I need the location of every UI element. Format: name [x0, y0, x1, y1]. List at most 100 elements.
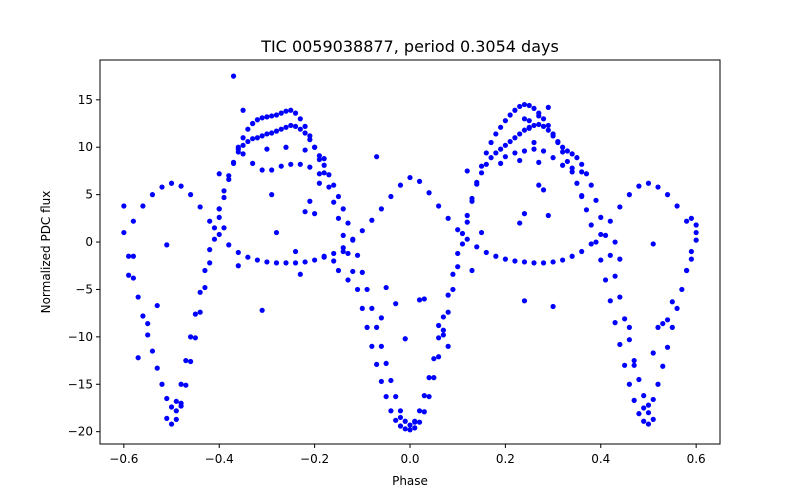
data-point	[650, 396, 656, 403]
data-point	[617, 256, 623, 262]
data-point	[359, 305, 365, 312]
data-point	[531, 122, 537, 129]
data-point	[364, 324, 370, 330]
data-point	[221, 225, 227, 231]
data-point	[269, 167, 275, 173]
data-point	[197, 204, 203, 210]
data-point	[526, 125, 532, 131]
data-point	[626, 337, 632, 343]
data-point	[641, 418, 647, 424]
data-point	[579, 169, 585, 175]
data-point	[560, 144, 566, 150]
data-point	[483, 161, 489, 167]
data-point	[331, 182, 337, 188]
data-point	[526, 118, 532, 124]
data-point	[302, 209, 308, 215]
data-point	[459, 230, 466, 237]
data-point	[145, 332, 151, 338]
data-point	[593, 197, 599, 203]
data-point	[502, 256, 508, 262]
data-point	[669, 324, 675, 330]
x-axis: −0.6 −0.4 −0.2 0.0 0.2 0.4 0.6	[109, 444, 706, 466]
data-point	[569, 151, 575, 157]
data-point	[645, 410, 652, 416]
data-point	[245, 126, 251, 132]
data-point	[650, 350, 656, 356]
data-point	[321, 156, 327, 162]
data-point	[660, 320, 666, 327]
data-point	[645, 180, 652, 186]
data-point	[693, 229, 699, 236]
data-point	[121, 229, 127, 236]
data-point	[369, 217, 375, 223]
data-point	[617, 294, 623, 300]
y-tick-label: −5	[75, 282, 93, 296]
y-tick-label: 5	[85, 188, 93, 202]
data-point	[493, 150, 499, 156]
data-point	[655, 381, 661, 387]
data-point	[393, 301, 399, 307]
data-point	[502, 142, 508, 148]
data-point	[378, 206, 384, 212]
data-point	[235, 249, 241, 256]
data-point	[493, 253, 499, 259]
data-point	[469, 267, 475, 274]
data-point	[168, 404, 175, 410]
data-point	[593, 239, 599, 245]
data-point	[455, 250, 461, 257]
data-point	[536, 121, 542, 128]
y-axis: −20 −15 −10 −5 0 5 10 15	[68, 93, 100, 439]
data-point	[297, 271, 303, 277]
data-point	[259, 167, 265, 173]
data-point	[149, 348, 156, 354]
data-point	[464, 219, 470, 225]
data-point	[641, 405, 647, 411]
data-point	[569, 165, 575, 171]
data-point	[521, 211, 528, 217]
data-point	[588, 241, 594, 247]
data-point	[469, 198, 475, 204]
data-point	[498, 124, 504, 130]
data-point	[664, 317, 671, 323]
data-point	[440, 314, 446, 320]
data-point	[388, 193, 394, 200]
data-point	[197, 289, 203, 295]
data-point	[507, 138, 513, 145]
y-tick-label: 15	[78, 93, 93, 107]
data-point	[583, 171, 590, 177]
data-point	[612, 239, 618, 245]
data-point	[436, 322, 442, 329]
data-point	[335, 267, 342, 274]
data-point	[569, 169, 575, 175]
data-point	[545, 212, 551, 219]
data-point	[297, 116, 303, 122]
data-point	[283, 260, 289, 266]
data-point	[164, 242, 170, 248]
data-point	[130, 218, 136, 224]
data-point	[474, 244, 480, 250]
data-point	[560, 162, 566, 168]
data-point	[622, 362, 628, 368]
data-point	[140, 313, 146, 319]
data-point	[207, 260, 213, 266]
data-point	[502, 154, 508, 160]
data-point	[636, 411, 642, 417]
data-point	[283, 124, 289, 130]
data-point	[617, 204, 623, 210]
data-point	[216, 206, 222, 212]
data-point	[292, 260, 299, 266]
data-point	[211, 236, 218, 242]
data-point	[388, 377, 394, 384]
data-point	[526, 102, 532, 109]
data-point	[192, 311, 198, 317]
x-axis-label: Phase	[392, 474, 428, 488]
data-point	[445, 309, 451, 315]
data-point	[321, 162, 327, 168]
data-point	[588, 182, 594, 188]
data-point	[693, 237, 699, 243]
data-point	[135, 294, 141, 300]
data-point	[512, 258, 518, 264]
data-point	[416, 178, 423, 184]
data-point	[302, 130, 308, 136]
data-point	[264, 131, 270, 137]
